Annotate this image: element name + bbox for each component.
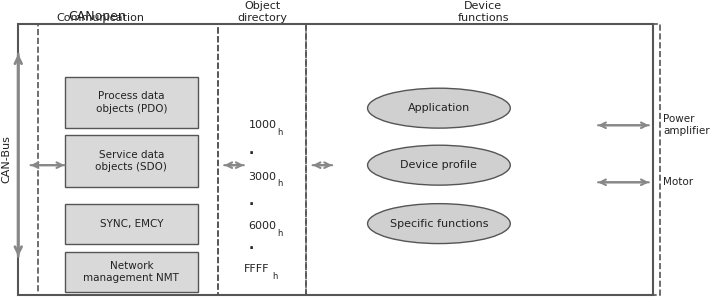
Text: CANopen: CANopen [68,10,126,23]
Text: SYNC, EMCY: SYNC, EMCY [100,219,163,229]
Text: 3000: 3000 [249,172,277,182]
Text: Application: Application [408,103,470,113]
Text: Motor: Motor [663,177,693,187]
Text: h: h [272,272,278,281]
Text: Object
directory: Object directory [237,1,287,23]
Text: Communication: Communication [56,13,144,23]
Text: ·: · [249,242,254,256]
Text: ·: · [249,147,254,161]
Text: h: h [277,128,282,137]
Text: CAN-Bus: CAN-Bus [1,136,11,183]
Text: FFFF: FFFF [244,264,270,274]
Text: Device profile: Device profile [401,160,478,170]
Text: h: h [277,229,282,238]
Ellipse shape [368,204,511,244]
Text: 6000: 6000 [249,221,277,231]
FancyBboxPatch shape [65,204,198,244]
Text: Power
amplifier: Power amplifier [663,114,710,137]
Text: Process data
objects (PDO): Process data objects (PDO) [96,91,167,114]
FancyBboxPatch shape [65,252,198,292]
Text: Specific functions: Specific functions [390,219,488,229]
Text: ·: · [249,198,254,212]
FancyBboxPatch shape [65,77,198,128]
Text: Device
functions: Device functions [457,1,509,23]
Text: h: h [277,179,282,188]
Text: Network
management NMT: Network management NMT [83,261,180,283]
Ellipse shape [368,88,511,128]
FancyBboxPatch shape [65,135,198,187]
Text: 1000: 1000 [249,120,277,130]
Text: Service data
objects (SDO): Service data objects (SDO) [96,150,168,172]
Ellipse shape [368,145,511,185]
